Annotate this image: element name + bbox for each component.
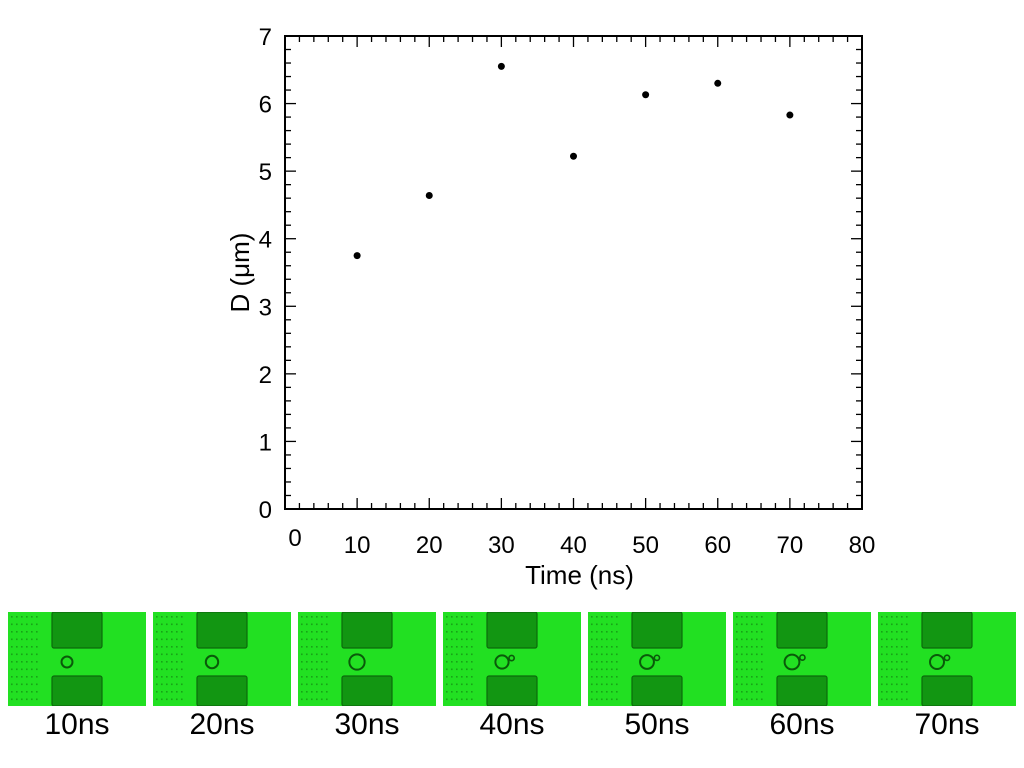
frame-thumbnail: 10ns xyxy=(8,612,146,741)
frame-time-label: 50ns xyxy=(624,708,690,741)
x-tick-label: 70 xyxy=(777,532,804,559)
frame-thumbnail: 70ns xyxy=(878,612,1016,741)
secondary-bubble xyxy=(799,654,806,661)
y-tick-label: 5 xyxy=(259,159,272,186)
x-tick-label: 10 xyxy=(344,532,371,559)
x-tick-label: 60 xyxy=(704,532,731,559)
y-axis-label: D (μm) xyxy=(225,233,255,313)
y-tick-label: 3 xyxy=(259,294,272,321)
data-point xyxy=(353,252,361,260)
bubble xyxy=(639,654,655,670)
frame-time-label: 10ns xyxy=(44,708,110,741)
microscope-frame-strip: 10ns 20ns 30ns 40ns 50ns 60ns 70ns xyxy=(0,612,1024,762)
bubble-micrograph xyxy=(588,612,726,706)
bubble-micrograph xyxy=(878,612,1016,706)
frame-time-label: 40ns xyxy=(479,708,545,741)
bubble-micrograph xyxy=(8,612,146,706)
frame-thumbnail: 30ns xyxy=(298,612,436,741)
data-points xyxy=(353,62,794,260)
x-axis-label: Time (ns) xyxy=(525,560,634,590)
data-point xyxy=(425,191,433,199)
bubble xyxy=(60,655,74,669)
bubble xyxy=(204,654,220,670)
x-tick-label: 50 xyxy=(632,532,659,559)
secondary-bubble xyxy=(508,654,515,662)
y-tick-label: 0 xyxy=(259,497,272,524)
y-tick-label: 7 xyxy=(259,24,272,51)
secondary-bubble xyxy=(943,654,951,662)
tick-labels: 0 10 20 30 40 50 60 70 80 0 1 2 3 4 5 6 7 xyxy=(259,24,876,559)
bubble-micrograph xyxy=(153,612,291,706)
x-tick-label: 30 xyxy=(488,532,515,559)
bubble xyxy=(929,654,945,670)
bubble-micrograph xyxy=(443,612,581,706)
data-point xyxy=(497,62,505,70)
frame-time-label: 60ns xyxy=(769,708,835,741)
bubble xyxy=(783,653,801,671)
frame-thumbnail: 20ns xyxy=(153,612,291,741)
y-tick-label: 1 xyxy=(259,429,272,456)
plot-area xyxy=(284,35,863,510)
frame-thumbnail: 40ns xyxy=(443,612,581,741)
bubble xyxy=(494,654,510,670)
frame-time-label: 20ns xyxy=(189,708,255,741)
y-tick-label: 2 xyxy=(259,362,272,389)
frame-time-label: 70ns xyxy=(914,708,980,741)
x-tick-label: 20 xyxy=(416,532,443,559)
data-point xyxy=(642,91,650,99)
bubble-micrograph xyxy=(733,612,871,706)
scatter-chart: 0 10 20 30 40 50 60 70 80 0 1 2 3 4 5 6 7 Time (ns) D (μ… xyxy=(225,24,876,590)
frame-time-label: 30ns xyxy=(334,708,400,741)
y-tick-label: 4 xyxy=(259,227,272,254)
bubble xyxy=(348,653,366,671)
data-point xyxy=(570,152,577,160)
x-tick-label: 80 xyxy=(849,532,876,559)
y-tick-label: 6 xyxy=(259,92,272,119)
x-tick-label: 40 xyxy=(560,532,587,559)
secondary-bubble xyxy=(653,654,661,662)
axis-ticks xyxy=(284,35,863,510)
data-point xyxy=(786,111,794,119)
x-tick-label: 0 xyxy=(288,525,301,552)
frame-thumbnail: 60ns xyxy=(733,612,871,741)
bubble-micrograph xyxy=(298,612,436,706)
data-point xyxy=(714,79,722,87)
frame-thumbnail: 50ns xyxy=(588,612,726,741)
